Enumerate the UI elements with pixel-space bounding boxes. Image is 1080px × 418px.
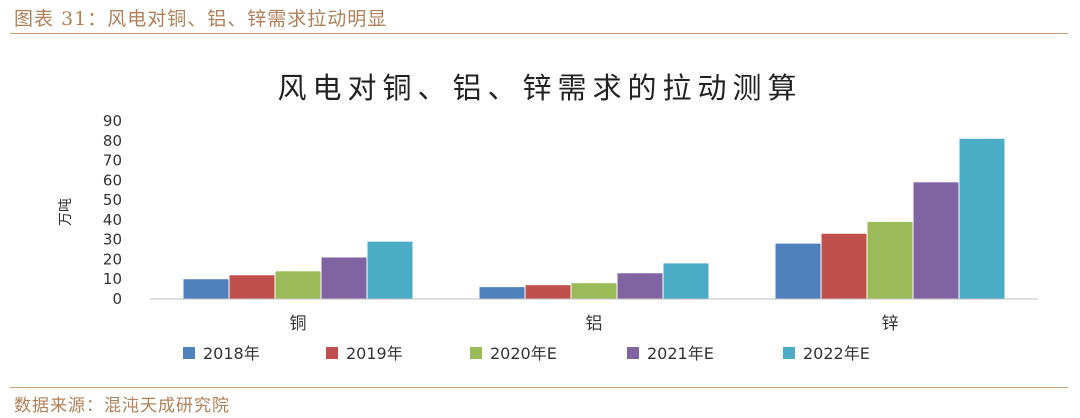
bar — [275, 271, 321, 299]
legend: 2018年 2019年 2020年E 2021年E 2022年E — [183, 344, 870, 363]
source-note: 数据来源：混沌天成研究院 — [14, 396, 230, 416]
bar — [617, 273, 663, 299]
legend-label: 2021年E — [647, 344, 714, 363]
bar — [821, 233, 867, 299]
y-tick-label: 20 — [103, 250, 122, 268]
bar — [229, 275, 275, 299]
source-divider — [10, 387, 1068, 388]
category-label: 铝 — [586, 314, 603, 334]
bar — [959, 138, 1005, 299]
bar — [183, 279, 229, 299]
y-tick-label: 50 — [103, 191, 122, 209]
bar — [663, 263, 709, 299]
bar — [479, 287, 525, 299]
y-tick-label: 80 — [103, 132, 122, 150]
bar — [913, 182, 959, 299]
legend-label: 2022年E — [803, 344, 870, 363]
legend-label: 2018年 — [203, 344, 260, 363]
caption-divider — [10, 33, 1068, 34]
bar — [775, 243, 821, 299]
legend-label: 2020年E — [490, 344, 557, 363]
legend-swatch — [470, 347, 482, 359]
legend-swatch — [627, 347, 639, 359]
bar — [525, 285, 571, 299]
y-tick-label: 40 — [103, 211, 122, 229]
y-tick-label: 60 — [103, 171, 122, 189]
y-tick-label: 90 — [103, 112, 122, 130]
category-label: 铜 — [290, 314, 307, 334]
legend-label: 2019年 — [346, 344, 403, 363]
bar — [571, 283, 617, 299]
figure-caption: 图表 31：风电对铜、铝、锌需求拉动明显 — [14, 8, 388, 30]
bar — [367, 241, 413, 299]
chart-title: 风电对铜、铝、锌需求的拉动测算 — [277, 71, 802, 105]
legend-swatch — [326, 347, 338, 359]
bars — [183, 138, 1005, 299]
y-tick-label: 70 — [103, 152, 122, 170]
legend-swatch — [183, 347, 195, 359]
legend-swatch — [783, 347, 795, 359]
bar — [867, 221, 913, 299]
y-tick-label: 30 — [103, 231, 122, 249]
category-labels: 铜铝锌 — [290, 314, 899, 334]
y-tick-label: 10 — [103, 270, 122, 288]
category-label: 锌 — [882, 314, 899, 334]
y-axis-label: 万吨 — [58, 198, 74, 226]
y-tick-label: 0 — [112, 290, 122, 308]
bar — [321, 257, 367, 299]
